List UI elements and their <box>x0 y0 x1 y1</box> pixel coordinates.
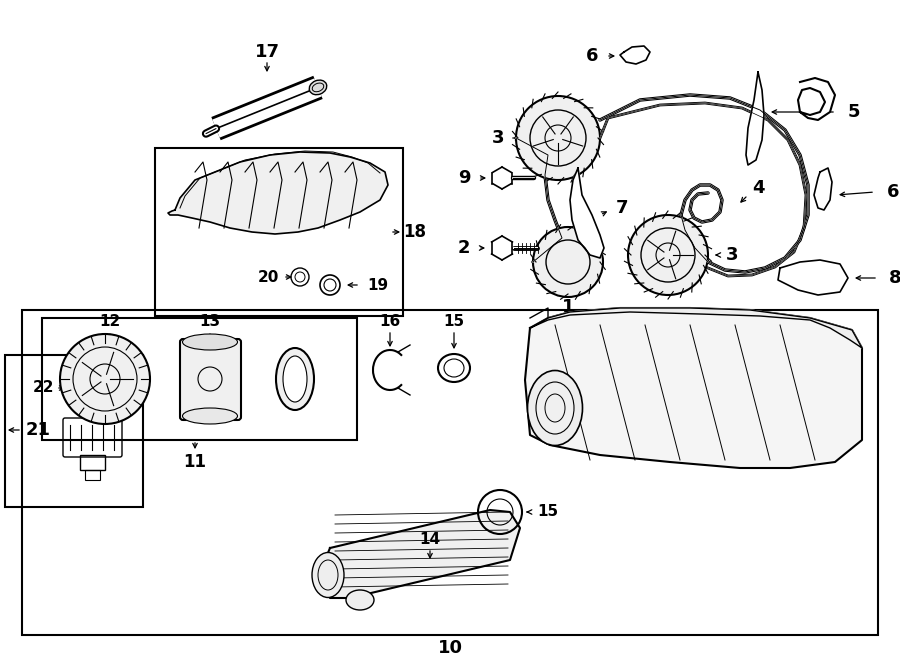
Text: 2: 2 <box>458 239 470 257</box>
Polygon shape <box>746 72 764 165</box>
Text: 1: 1 <box>562 298 574 316</box>
Text: 7: 7 <box>616 199 628 217</box>
Bar <box>42 318 357 440</box>
Text: 12: 12 <box>99 315 121 329</box>
Bar <box>85 470 100 480</box>
Circle shape <box>60 334 150 424</box>
Ellipse shape <box>276 348 314 410</box>
Ellipse shape <box>310 80 327 95</box>
Text: 10: 10 <box>437 639 463 657</box>
Bar <box>155 148 403 316</box>
Text: 6: 6 <box>887 183 899 201</box>
Polygon shape <box>814 168 832 210</box>
Bar <box>22 310 878 635</box>
Text: 22: 22 <box>33 381 55 395</box>
Text: 19: 19 <box>367 278 389 293</box>
Text: 11: 11 <box>184 453 206 471</box>
Bar <box>80 455 105 470</box>
Text: 6: 6 <box>586 47 598 65</box>
Text: 5: 5 <box>848 103 860 121</box>
Text: 4: 4 <box>752 179 764 197</box>
Text: 17: 17 <box>255 43 280 61</box>
Text: 9: 9 <box>458 169 470 187</box>
Text: 13: 13 <box>200 315 220 329</box>
Polygon shape <box>778 260 848 295</box>
Text: 3: 3 <box>491 129 504 147</box>
Ellipse shape <box>346 590 374 610</box>
Ellipse shape <box>527 371 582 446</box>
Text: 20: 20 <box>257 270 279 284</box>
Ellipse shape <box>183 408 238 424</box>
Polygon shape <box>525 308 862 468</box>
Polygon shape <box>530 308 862 348</box>
Text: 21: 21 <box>25 421 50 439</box>
Text: 15: 15 <box>537 504 559 520</box>
Polygon shape <box>620 46 650 64</box>
Bar <box>5 355 143 507</box>
Polygon shape <box>570 168 604 258</box>
Ellipse shape <box>536 382 574 434</box>
Text: 18: 18 <box>403 223 427 241</box>
Circle shape <box>516 96 600 180</box>
Ellipse shape <box>283 356 307 402</box>
Polygon shape <box>798 78 835 120</box>
Text: 15: 15 <box>444 315 464 329</box>
Text: 3: 3 <box>725 246 738 264</box>
Text: 8: 8 <box>889 269 900 287</box>
Polygon shape <box>320 510 520 598</box>
Ellipse shape <box>312 553 344 598</box>
Text: 14: 14 <box>419 533 441 547</box>
FancyBboxPatch shape <box>180 339 241 420</box>
Ellipse shape <box>183 334 238 350</box>
Circle shape <box>533 227 603 297</box>
Polygon shape <box>168 152 388 234</box>
Text: 16: 16 <box>380 315 400 329</box>
Circle shape <box>628 215 708 295</box>
